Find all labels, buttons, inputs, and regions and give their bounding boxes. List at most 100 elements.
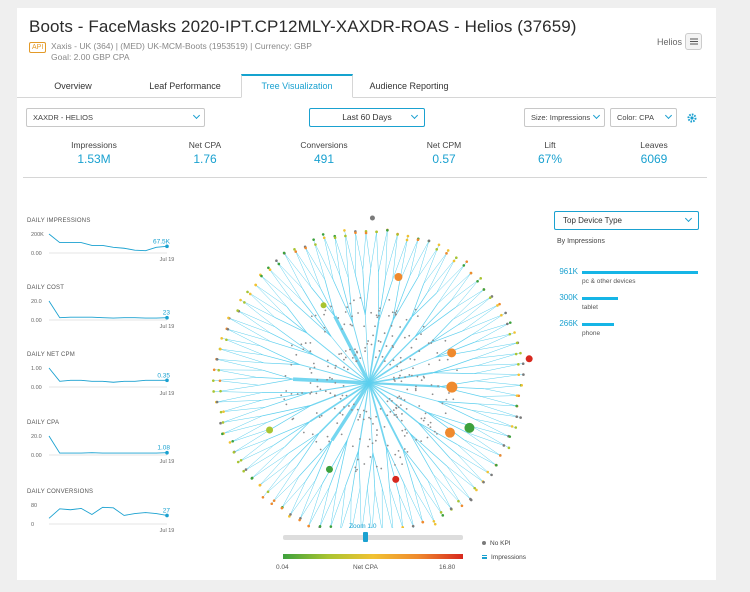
tree-branch [446, 465, 471, 500]
tab-tree-visualization[interactable]: Tree Visualization [241, 74, 353, 98]
tree-no-kpi-node [352, 403, 355, 406]
tree-no-kpi-node [359, 296, 362, 299]
tree-no-kpi-node [362, 409, 365, 412]
stat-label: Conversions [300, 140, 348, 150]
tree-branch [265, 392, 310, 408]
tree-branch [306, 332, 370, 384]
tree-branch [308, 483, 323, 527]
zoom-slider[interactable] [283, 535, 463, 540]
tree-branch [385, 234, 398, 277]
tree-no-kpi-node [444, 412, 447, 415]
tree-no-kpi-node [285, 403, 288, 406]
color-select[interactable]: Color: CPA [610, 108, 677, 127]
sparkline-last-point [165, 450, 169, 455]
device-type-select[interactable]: Top Device Type [554, 211, 699, 230]
tree-no-kpi-node [386, 414, 389, 417]
tree-branch [389, 486, 403, 528]
tree-branch [290, 481, 306, 515]
tree-no-kpi-node [400, 397, 402, 400]
sparkline-tick: 200K [31, 232, 44, 238]
tree-branch [411, 292, 428, 318]
tree-no-kpi-node [328, 376, 331, 379]
tree-branch [220, 348, 264, 356]
chevron-down-icon [410, 111, 419, 120]
tree-no-kpi-node [343, 406, 345, 408]
tree-branch [344, 230, 356, 276]
tree-no-kpi-node [368, 438, 371, 441]
sparkline-last-value: 0.35 [157, 372, 170, 379]
stat-impressions: Impressions 1.53M [44, 140, 144, 166]
tree-no-kpi-node [351, 315, 354, 318]
tree-no-kpi-node [374, 439, 377, 442]
tree-no-kpi-node [420, 333, 422, 336]
tree-branch [446, 465, 475, 489]
legend-no-kpi: No KPI [482, 540, 511, 547]
tree-leaf-node [212, 390, 215, 393]
tree-no-kpi-node [423, 376, 426, 379]
tree-no-kpi-node [330, 305, 333, 308]
tree-branch [423, 253, 447, 284]
tree-branch [471, 410, 517, 417]
tree-no-kpi-node [355, 360, 358, 363]
tree-no-kpi-node [418, 350, 421, 352]
menu-icon[interactable] [685, 33, 702, 50]
tree-leaf-node [508, 332, 512, 336]
tree-no-kpi-node [364, 350, 366, 353]
tree-branch [292, 377, 370, 385]
tree-no-kpi-node [311, 433, 314, 436]
tree-leaf-node [232, 451, 236, 454]
tree-leaf-node [329, 525, 333, 528]
tree-branch [474, 418, 516, 428]
tree-no-kpi-node [310, 371, 313, 374]
tree-branch [417, 422, 458, 455]
tree-no-kpi-node [406, 450, 409, 453]
tree-no-kpi-node [280, 394, 283, 397]
tree-branch [414, 300, 452, 338]
sparkline-date: Jul 19 [160, 528, 175, 534]
tree-visualization[interactable] [203, 198, 563, 528]
tree-leaf-node [490, 473, 493, 477]
tree-branch [330, 336, 370, 384]
tree-leaf-node [266, 490, 270, 494]
gear-icon[interactable] [686, 112, 698, 124]
tree-no-kpi-node [393, 376, 395, 379]
stat-value: 1.76 [193, 152, 217, 166]
tree-branch [259, 378, 294, 386]
tab-audience-reporting[interactable]: Audience Reporting [369, 81, 449, 91]
tree-no-kpi-node [427, 424, 430, 426]
zoom-slider-handle[interactable] [363, 532, 368, 542]
tree-branch [437, 400, 478, 405]
tree-no-kpi-node [374, 325, 376, 328]
size-select[interactable]: Size: Impressions [524, 108, 605, 127]
tree-branch [355, 275, 366, 315]
tree-leaf-node [219, 347, 222, 351]
summary-stats: Impressions 1.53M Net CPA 1.76 Conversions… [23, 134, 707, 178]
tree-no-kpi-node [392, 359, 395, 362]
sparkline-daily-cost: DAILY COST 20.0 0.00 23 Jul 19 [27, 285, 177, 345]
tab-overview[interactable]: Overview [54, 81, 92, 91]
sparkline-chart: 20.0 0.00 23 Jul 19 [31, 299, 174, 330]
tree-branch [268, 421, 311, 440]
tab-leaf-performance[interactable]: Leaf Performance [149, 81, 221, 91]
tree-no-kpi-node [340, 352, 343, 355]
user-name[interactable]: Helios [657, 37, 683, 47]
date-range-select[interactable]: Last 60 Days [309, 108, 425, 127]
tree-branch [385, 445, 400, 495]
tree-branch [417, 240, 430, 278]
tree-no-kpi-node [315, 440, 318, 443]
tree-leaf-node [469, 271, 473, 275]
tree-highlight-node [447, 348, 457, 358]
tree-branch [361, 487, 368, 528]
tree-leaf-node [439, 511, 443, 514]
tree-highlight-node [464, 422, 475, 433]
tree-no-kpi-node [429, 421, 432, 424]
device-value: 266K [559, 319, 578, 328]
tree-branch [392, 234, 398, 280]
tree-branch [367, 487, 372, 528]
campaign-select[interactable]: XAXDR - HELIOS [26, 108, 205, 127]
tree-branch [252, 453, 289, 479]
tree-branch [286, 306, 308, 334]
tree-leaf-node [333, 236, 337, 240]
tree-no-kpi-node [404, 376, 406, 379]
tree-branch [450, 458, 484, 483]
